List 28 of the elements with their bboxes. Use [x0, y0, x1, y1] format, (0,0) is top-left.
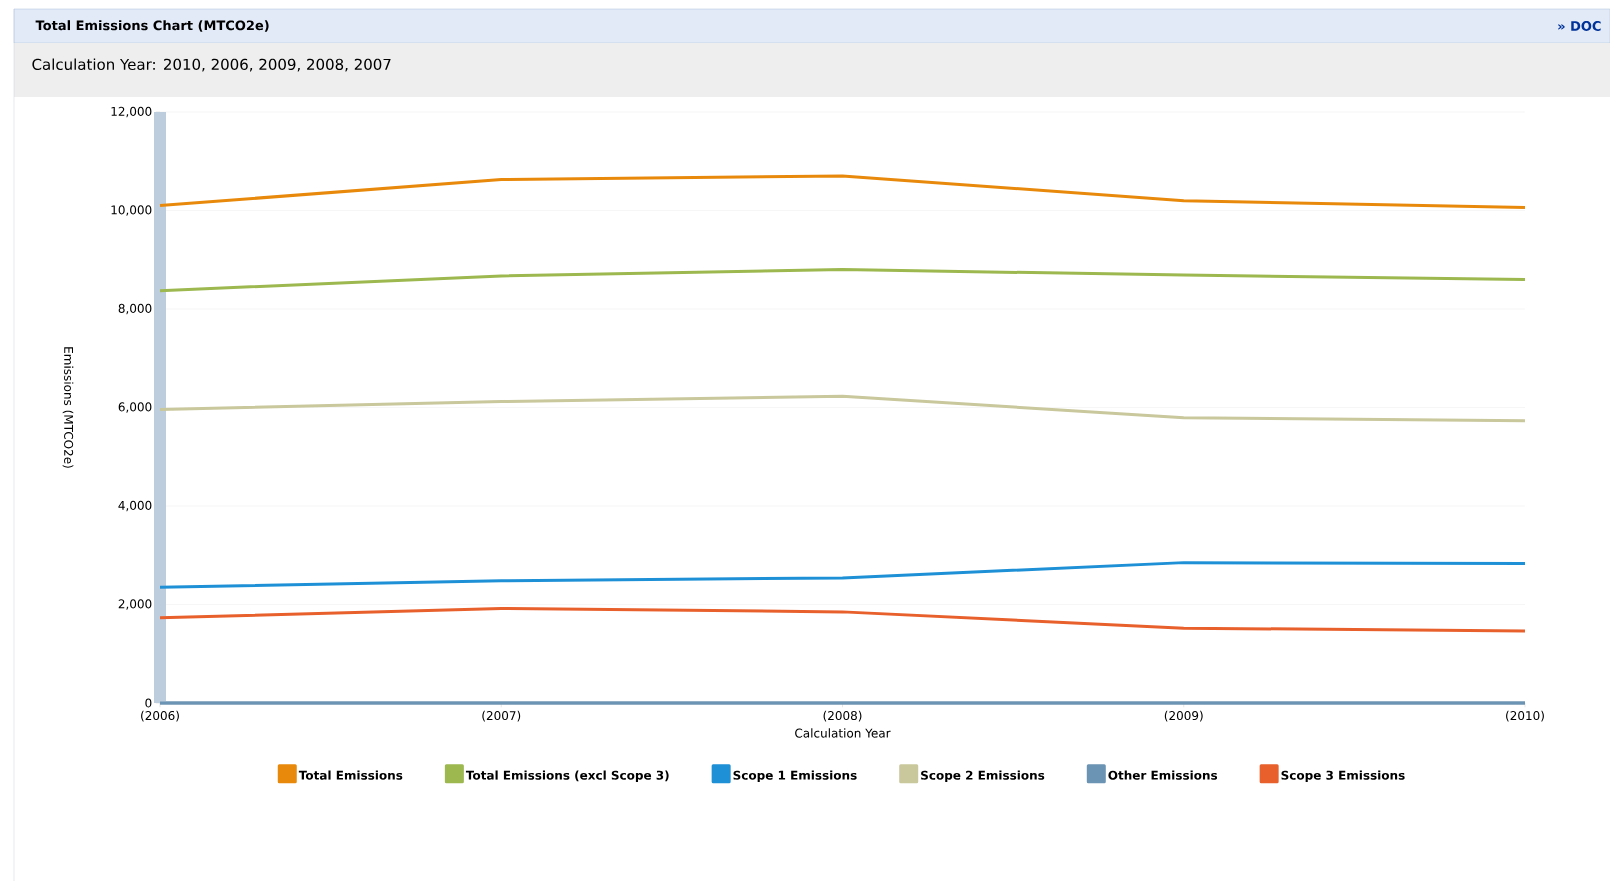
line-series [158, 268, 1527, 293]
legend-label: Scope 2 Emissions [921, 770, 1045, 783]
chart-title: Total Emissions Chart (MTCO2e) [35, 20, 269, 32]
y-tick-label: 12,000 [111, 106, 152, 118]
line-series [158, 606, 1527, 633]
y-tick-label: 8,000 [118, 303, 152, 315]
text: » DOC [1558, 21, 1601, 31]
x-tick-label: (2009) [1164, 710, 1203, 722]
y-tick-label: 10,000 [111, 205, 152, 216]
line-series [158, 394, 1527, 423]
legend-label: Scope 3 Emissions [1281, 770, 1405, 783]
line-series [158, 174, 1527, 210]
legend-label: Total Emissions [298, 770, 403, 780]
legend-label: Total Emissions (excl Scope 3) [465, 770, 669, 783]
legend-label: Scope 1 Emissions [733, 770, 857, 783]
x-tick-label: (2006) [141, 710, 179, 722]
y-axis-title: Emissions (MTCO2e) [62, 347, 74, 468]
y-tick-label: 2,000 [118, 599, 152, 610]
y-tick-label: 4,000 [118, 500, 152, 512]
y-tick-label: 0 [145, 698, 152, 708]
line-series [158, 561, 1527, 589]
chart-subtitle: Calculation Year: 2010, 2006, 2009, 2008, 2007 [32, 58, 391, 72]
legend-label: Other Emissions [1108, 770, 1218, 780]
x-tick-label: (2007) [482, 710, 521, 722]
x-tick-label: (2010) [1506, 710, 1544, 722]
x-tick-label: (2008) [823, 710, 862, 722]
x-axis-title: Calculation Year [795, 728, 891, 738]
y-tick-label: 6,000 [118, 402, 152, 413]
